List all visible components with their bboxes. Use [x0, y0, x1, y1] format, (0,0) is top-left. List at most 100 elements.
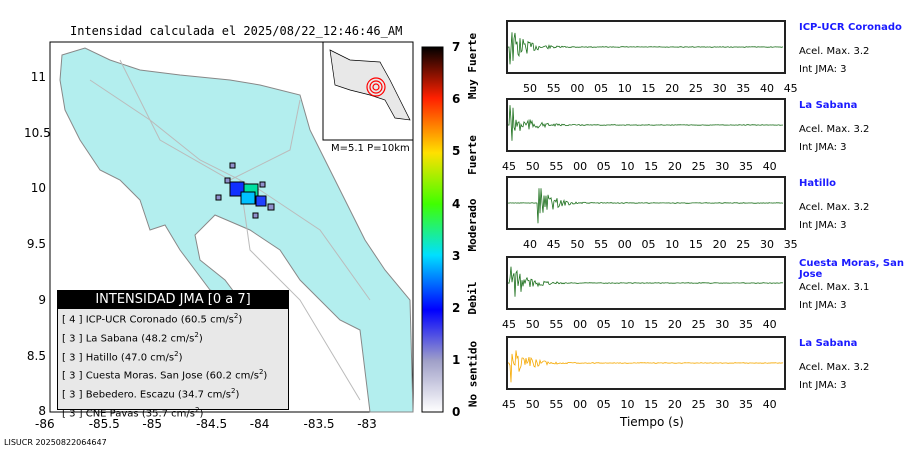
colorbar-category: Fuerte [466, 135, 479, 175]
time-tick: 20 [667, 318, 682, 331]
time-tick: 20 [667, 398, 682, 411]
time-tick: 30 [760, 238, 774, 251]
time-tick: 15 [641, 82, 656, 95]
legend-station: La Sabana (48.2 cm/s [85, 333, 195, 345]
time-tick: 30 [715, 398, 730, 411]
legend-sup: 2 [231, 387, 236, 396]
time-tick: 40 [760, 82, 774, 95]
y-tick: 11 [30, 70, 46, 84]
colorbar-tick: 4 [452, 196, 461, 211]
legend-intensity: [ 3 ] [62, 389, 83, 401]
time-tick: 30 [712, 82, 727, 95]
seismogram-panel[interactable] [506, 256, 786, 310]
seismogram-panel[interactable] [506, 20, 786, 74]
legend-item: [ 3 ] CNE Pavas (35.7 cm/s2) [58, 403, 288, 422]
time-tick: 35 [739, 160, 753, 173]
y-tick: 8 [38, 404, 46, 419]
time-tick: 20 [712, 238, 727, 251]
time-tick: 35 [739, 318, 753, 331]
panel-int: Int JMA: 3 [799, 220, 847, 231]
time-tick: 25 [736, 238, 751, 251]
panel-name: Cuesta Moras, San Jose [799, 258, 905, 280]
colorbar-tick: 2 [452, 301, 461, 315]
time-tick: 45 [502, 160, 516, 173]
panel-int: Int JMA: 3 [799, 142, 847, 153]
panel-name: La Sabana [799, 100, 858, 111]
x-tick: -83 [357, 417, 377, 431]
colorbar-tick: 1 [452, 353, 461, 368]
costa-rica-land [59, 47, 414, 413]
time-tick: 25 [691, 398, 706, 411]
y-tick: 10 [30, 181, 46, 196]
waveform [507, 188, 784, 224]
time-tick: 55 [546, 82, 561, 95]
seismogram-panel[interactable] [506, 176, 786, 230]
time-tick: 25 [691, 318, 706, 331]
panel-int: Int JMA: 3 [799, 380, 847, 391]
time-tick: 50 [570, 238, 585, 251]
y-tick: 9.5 [26, 237, 46, 252]
time-tick: 30 [715, 318, 730, 331]
station-markers [215, 162, 275, 219]
time-tick: 25 [688, 82, 703, 95]
panel-int: Int JMA: 3 [799, 64, 847, 75]
time-tick: 10 [665, 238, 680, 251]
legend-item: [ 3 ] Bebedero. Escazu (34.7 cm/s2) [58, 384, 288, 403]
time-tick: 35 [739, 398, 753, 411]
legend-item: [ 4 ] ICP-UCR Coronado (60.5 cm/s2) [58, 309, 288, 328]
x-tick: -86 [35, 417, 55, 431]
inset-label: M=5.1 P=10km [331, 143, 410, 154]
x-tick: -85 [142, 417, 162, 431]
legend-intensity: [ 3 ] [62, 408, 83, 420]
time-tick: 00 [617, 238, 632, 251]
legend-close: ) [238, 314, 243, 326]
panel-acel: Acel. Max. 3.2 [799, 362, 870, 373]
epicenter-icon [366, 77, 386, 97]
waveform [507, 350, 784, 383]
time-tick: 15 [644, 160, 659, 173]
time-tick: 00 [573, 398, 588, 411]
colorbar-tick: 6 [452, 92, 461, 107]
time-tick: 45 [783, 82, 798, 95]
legend-sup: 2 [195, 406, 200, 415]
legend-close: ) [199, 408, 204, 420]
time-tick: 20 [665, 82, 680, 95]
waveform [507, 266, 784, 297]
seismogram-panel[interactable] [506, 98, 786, 152]
time-tick: 35 [736, 82, 751, 95]
y-tick: 8.5 [26, 348, 46, 363]
time-tick: 45 [546, 238, 561, 251]
legend-sup: 2 [233, 312, 239, 320]
time-tick: 10 [620, 318, 635, 331]
time-tick: 45 [502, 398, 516, 411]
legend-station: Bebedero. Escazu (34.7 cm/s [85, 389, 232, 401]
colorbar-category: Moderado [466, 198, 479, 252]
legend-intensity: [ 3 ] [62, 333, 83, 345]
time-tick: 10 [620, 160, 635, 173]
y-tick: 10.5 [24, 125, 51, 140]
time-tick: 15 [644, 318, 659, 331]
seismogram-panel[interactable] [506, 336, 786, 390]
colorbar-category: Muy Fuerte [466, 32, 479, 100]
time-tick: 05 [594, 82, 609, 95]
panel-acel: Acel. Max. 3.1 [799, 282, 870, 293]
time-tick: 15 [644, 398, 659, 411]
x-tick: -85.5 [88, 417, 120, 431]
time-tick: 40 [762, 398, 777, 411]
time-tick: 50 [523, 82, 537, 95]
time-tick: 55 [549, 318, 564, 331]
footer-id: LISUCR 20250822064647 [4, 438, 107, 447]
legend-sup: 2 [258, 368, 264, 377]
time-tick: 00 [573, 318, 588, 331]
time-tick: 00 [570, 82, 585, 95]
time-tick: 05 [596, 398, 611, 411]
map-title: Intensidad calculada el 2025/08/22_12:46… [70, 24, 403, 38]
time-tick: 55 [549, 398, 564, 411]
colorbar-tick: 7 [452, 40, 461, 54]
time-tick: 05 [596, 318, 611, 331]
legend-station: ICP-UCR Coronado (60.5 cm/s [85, 314, 234, 326]
time-tick: 55 [594, 238, 609, 251]
panel-name: Hatillo [799, 178, 837, 189]
panel-name: ICP-UCR Coronado [799, 22, 902, 33]
legend-close: ) [198, 333, 203, 345]
